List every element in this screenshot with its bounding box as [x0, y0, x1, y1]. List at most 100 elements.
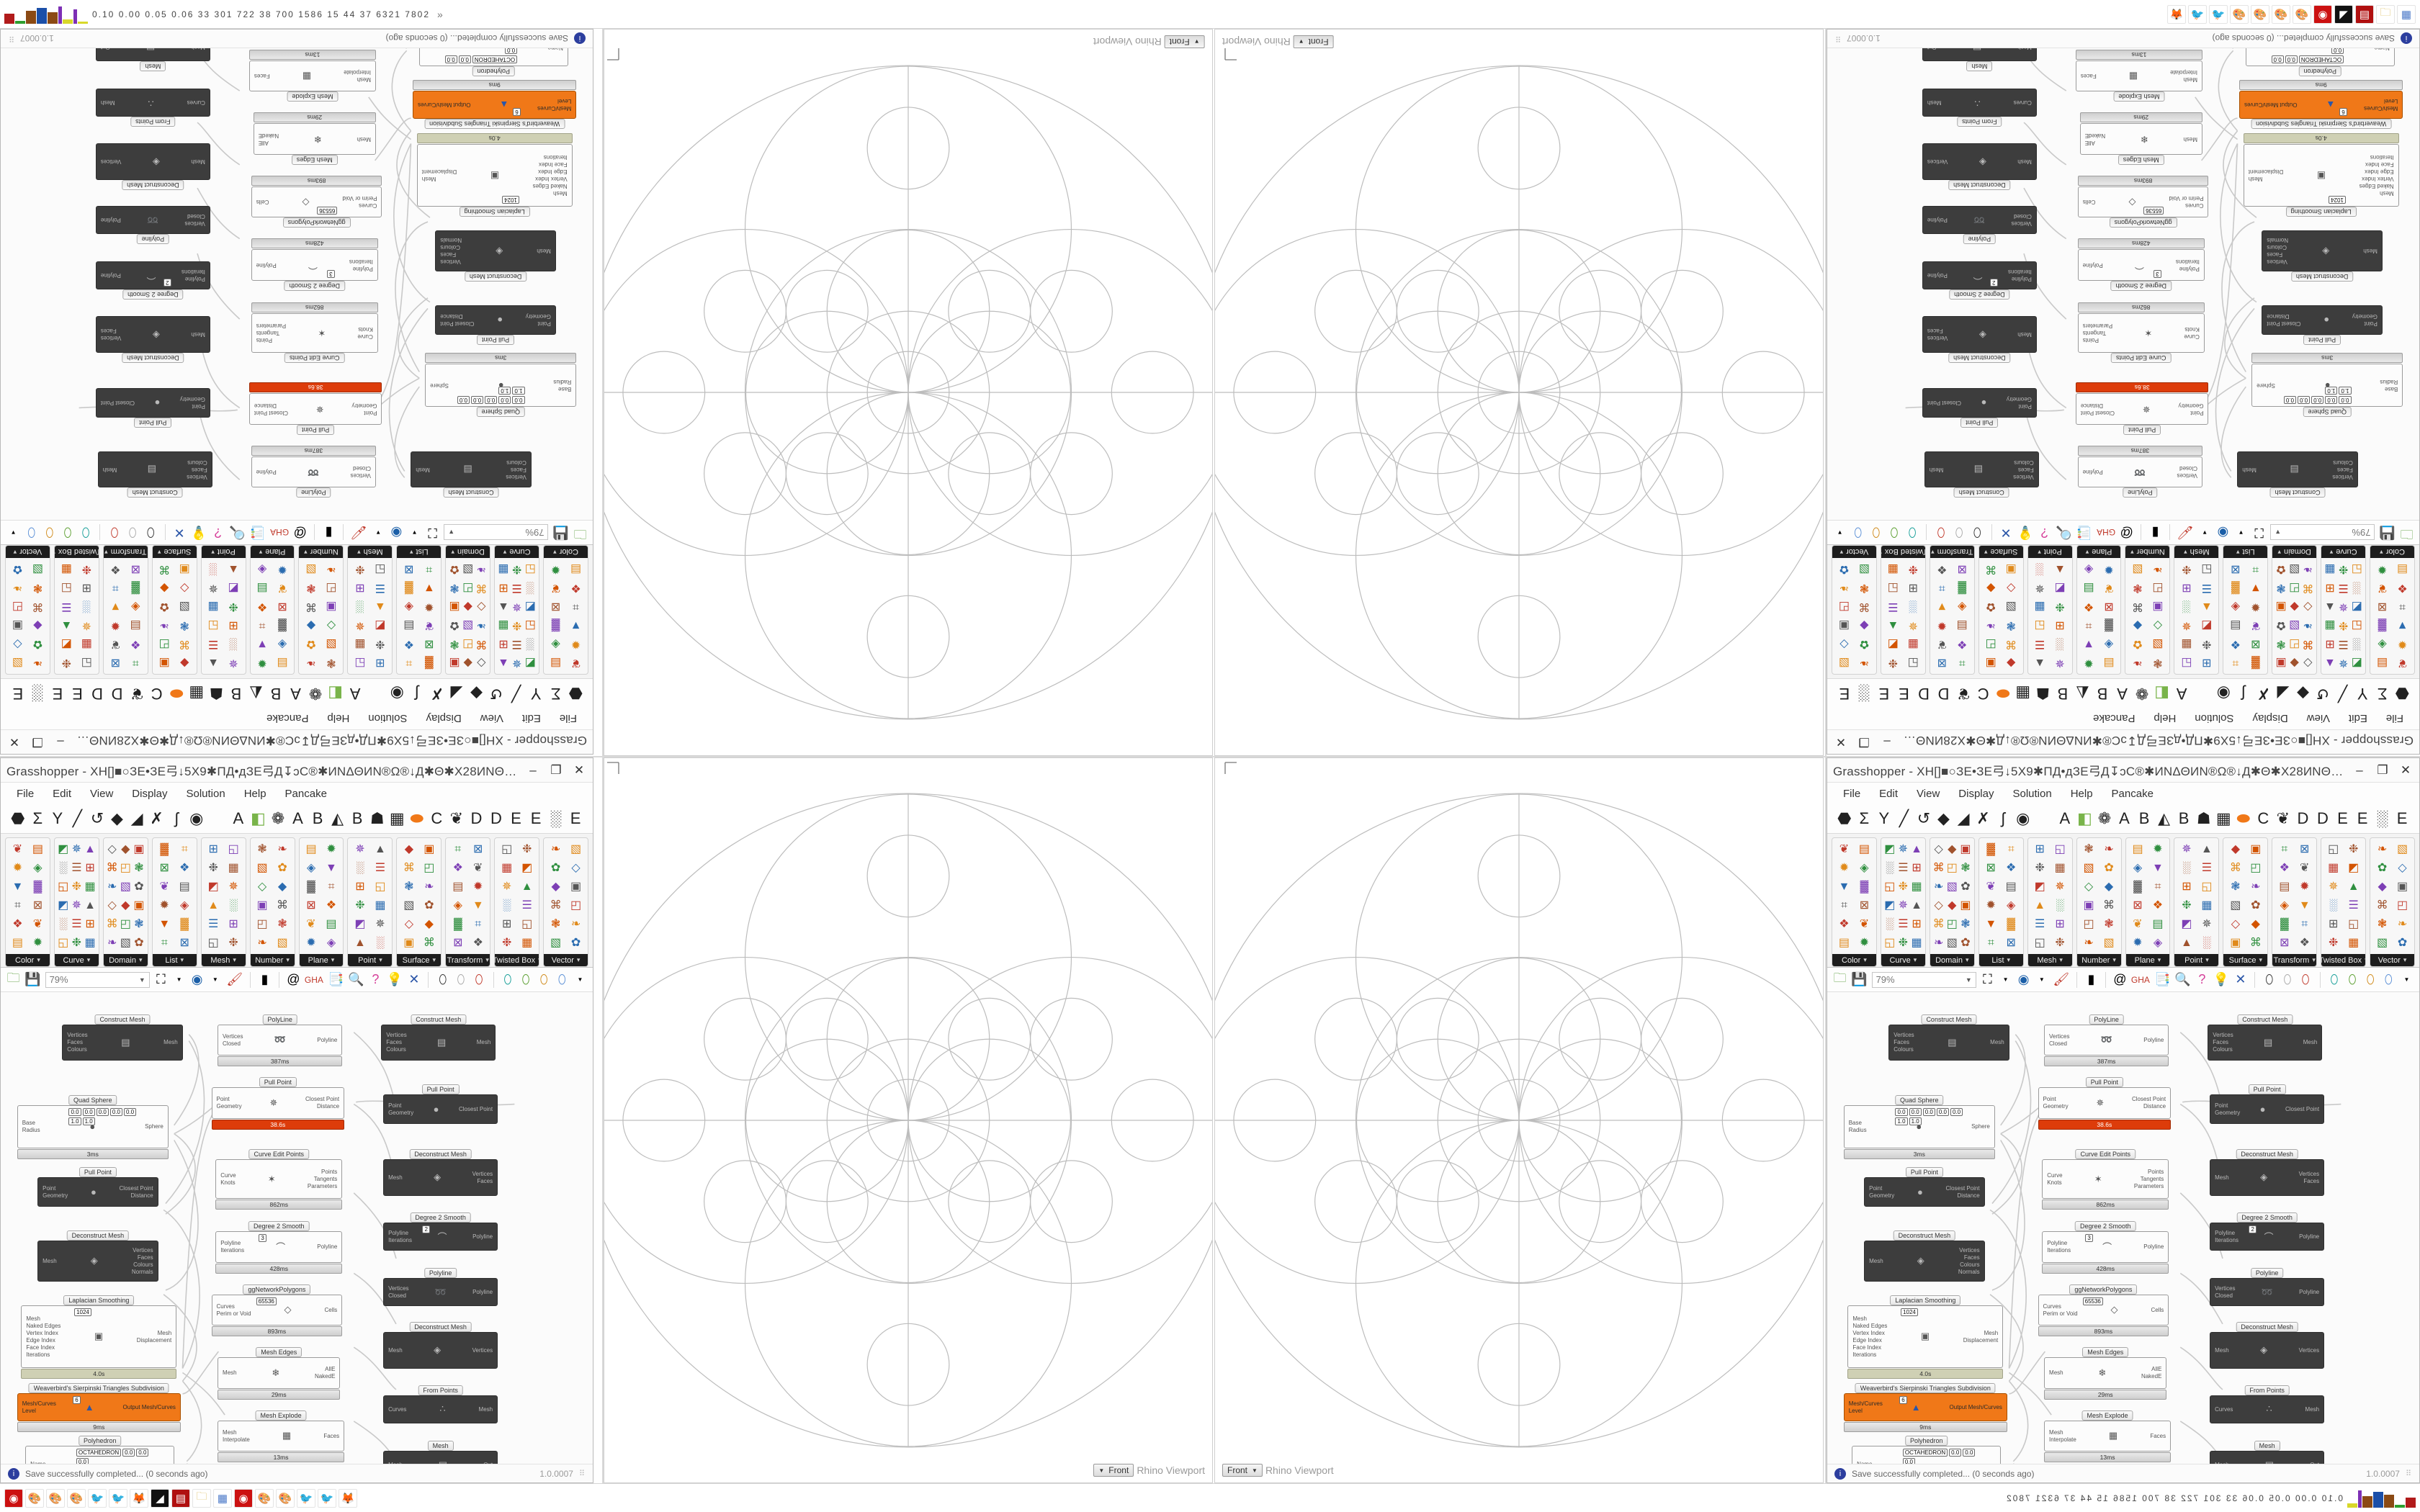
gh-node-caption[interactable]: Mesh Edges: [256, 1347, 302, 1357]
gh-output-port[interactable]: NakedE: [2084, 132, 2106, 139]
ribbon-component-icon[interactable]: ✹: [277, 563, 287, 576]
ribbon-component-icon[interactable]: ❖: [1839, 917, 1850, 930]
gh-node-outputs[interactable]: Closest Point: [459, 1106, 493, 1112]
ribbon-component-icon[interactable]: ⌗: [1958, 657, 1966, 670]
ribbon-component-icon[interactable]: ▓: [453, 917, 462, 930]
ribbon-component-icon[interactable]: ░: [2182, 861, 2191, 874]
ribbon-component-icon[interactable]: ▣: [570, 880, 582, 893]
gh-node[interactable]: Degree 2 Smooth Polyline Iterations ⌒ Polyli…: [383, 1212, 498, 1251]
gh-node-body[interactable]: Mesh ◈ Vertices Faces Colours Normals: [1864, 1240, 1985, 1282]
ribbon-component-icon[interactable]: ⊞: [85, 861, 95, 874]
ribbon-component-icon[interactable]: ⌗: [426, 563, 433, 576]
gh-node-outputs[interactable]: Vertices: [472, 1347, 493, 1354]
ribbon-component-icon[interactable]: ▼: [570, 619, 582, 632]
ribbon-component-icon[interactable]: ◩: [1887, 638, 1899, 651]
gh-value-field[interactable]: 2: [422, 1225, 430, 1233]
gh-node-outputs[interactable]: Polyline: [2299, 1233, 2319, 1240]
maximize-button[interactable]: ❐: [2377, 762, 2388, 777]
eye-icon[interactable]: ◉: [191, 972, 203, 986]
ribbon-component-icon[interactable]: ❦: [306, 917, 316, 930]
ribbon-component-icon[interactable]: ⌘: [305, 600, 317, 613]
gh-node-caption[interactable]: PolyLine: [296, 487, 331, 498]
ribbon-component-icon[interactable]: ◈: [2084, 563, 2094, 576]
ribbon-icon-grid[interactable]: ◱ ❉ ▦ ◩ ✵ ▲ ░ ☰ ⊞ ◱ ❉ ▦: [495, 838, 539, 954]
ribbon-component-icon[interactable]: ▤: [2103, 657, 2115, 670]
ribbon-component-icon[interactable]: ▦: [1911, 936, 1922, 949]
ribbon-component-icon[interactable]: ▧: [403, 899, 415, 912]
ribbon-component-icon[interactable]: ▤: [32, 842, 43, 855]
gh-node[interactable]: Curve Edit Points Curve Knots ✶ Points Tangen…: [251, 302, 378, 363]
gh-node[interactable]: Deconstruct Mesh Mesh ◈ Vertices: [95, 143, 210, 190]
ribbon-component-icon[interactable]: ▲: [207, 657, 220, 670]
ribbon-component-icon[interactable]: ◇: [2007, 582, 2016, 595]
ribbon-tab-curve[interactable]: Curve ▾: [54, 954, 99, 966]
profile-blue-icon[interactable]: ⬯: [1854, 526, 1863, 540]
ribbon-component-icon[interactable]: ⌘: [1932, 861, 1945, 874]
ribbon-icon-grid[interactable]: ❃ ❧ ▧ ✿ ◇ ◆ ▣ ⌘ ◰ ❃ ❧ ▧: [299, 558, 343, 674]
gh-node-outputs[interactable]: Vertices Faces Colours Normals: [1958, 1247, 1980, 1275]
ribbon-component-icon[interactable]: ❃: [257, 842, 267, 855]
gh-input-port[interactable]: Vertices: [2215, 1285, 2236, 1292]
ribbon-component-icon[interactable]: ❃: [2276, 582, 2286, 595]
gh-input-port[interactable]: Iterations: [2175, 258, 2200, 265]
gh-node[interactable]: Deconstruct Mesh Mesh ◈ Vertices Faces Colour…: [435, 230, 556, 282]
ribbon-group-mesh[interactable]: ⊞ ◱ ❉ ▦ ◩ ✵ ▲ ░ ☰ ⊞ ◱ ❉ Mesh ▾: [2174, 545, 2220, 675]
gh-node[interactable]: Deconstruct Mesh Mesh ◈ Vertices: [1922, 143, 2037, 190]
ribbon-component-icon[interactable]: ✵: [228, 657, 238, 670]
ribbon-component-icon[interactable]: ❧: [326, 563, 336, 576]
gh-node-caption[interactable]: Mesh: [2254, 1441, 2280, 1451]
gh-node-outputs[interactable]: Mesh Displacement: [422, 168, 457, 182]
ribbon-component-icon[interactable]: ⊞: [2202, 657, 2212, 670]
ribbon-component-icon[interactable]: ❦: [2377, 582, 2388, 595]
ribbon-component-icon[interactable]: ⌗: [1840, 899, 1847, 912]
gh-input-port[interactable]: Vertices: [67, 1032, 88, 1039]
gh-output-port[interactable]: Points: [256, 336, 272, 343]
ribbon-component-icon[interactable]: ▤: [2132, 842, 2143, 855]
ribbon-component-icon[interactable]: ▲: [228, 563, 239, 576]
gh-node[interactable]: Laplacian Smoothing Mesh Naked Edges Vertex…: [2243, 133, 2399, 217]
gh-value-field[interactable]: 1024: [502, 196, 519, 204]
ribbon-component-icon[interactable]: ▲: [521, 880, 533, 893]
ribbon-component-icon[interactable]: ▧: [256, 861, 268, 874]
profile-teal-icon[interactable]: ⬯: [2330, 972, 2339, 986]
save-icon[interactable]: 💾: [2379, 526, 2396, 540]
paint-bird-icon[interactable]: 🐦: [88, 1488, 107, 1508]
gh-node[interactable]: Mesh Explode Mesh Interpolate ▦ Faces 13ms: [248, 49, 376, 102]
gh-input-port[interactable]: Vertices: [187, 473, 207, 480]
gh-node-outputs[interactable]: Polyline: [256, 469, 277, 475]
menu-item-view[interactable]: View: [2306, 712, 2330, 725]
gh-node-outputs[interactable]: Out: [101, 48, 110, 50]
menu-item-solution[interactable]: Solution: [2012, 787, 2052, 800]
ribbon-component-icon[interactable]: ❖: [256, 600, 268, 613]
ribbon-component-icon[interactable]: ▧: [2377, 936, 2388, 949]
gha-icon[interactable]: GHA: [304, 974, 323, 985]
gh-node-caption[interactable]: Mesh: [140, 61, 166, 71]
gh-input-port[interactable]: Interpolate: [223, 1436, 250, 1443]
ribbon-component-icon[interactable]: ▧: [2397, 842, 2408, 855]
ribbon-component-icon[interactable]: ▼: [326, 861, 337, 874]
ribbon-component-icon[interactable]: ◈: [257, 563, 267, 576]
gh-node[interactable]: Construct Mesh Vertices Faces Colours ▤ Mesh: [97, 451, 212, 498]
gh-node-outputs[interactable]: Polyline: [2083, 262, 2103, 269]
gh-node-body[interactable]: Mesh ◈ Vertices Faces Colours Normals: [2262, 230, 2383, 272]
gh-input-port[interactable]: Mesh: [191, 158, 205, 166]
window-controls[interactable]: – ❐ ✕: [1833, 735, 1895, 750]
ribbon-component-icon[interactable]: ❃: [326, 657, 336, 670]
ribbon-group-number[interactable]: ❃ ❧ ▧ ✿ ◇ ◆ ▣ ⌘ ◰ ❃ ❧ ▧ Number ▾: [2076, 837, 2122, 967]
chevron-down-icon[interactable]: ▾: [37, 956, 40, 963]
category-glyph-r17[interactable]: E: [2396, 809, 2408, 827]
gh-node[interactable]: Degree 2 Smooth Polyline Iterations ⌒ Polyli…: [2042, 1221, 2169, 1274]
window-controls[interactable]: – ❐ ✕: [525, 763, 587, 778]
gh-output-port[interactable]: Out: [101, 48, 110, 50]
chevron-down-icon[interactable]: ▾: [2380, 549, 2383, 556]
ribbon-component-icon[interactable]: ░: [2056, 638, 2064, 651]
gh-input-port[interactable]: Mesh: [191, 331, 205, 338]
gh-node-caption[interactable]: From Points: [130, 117, 176, 127]
chevron-down-icon[interactable]: ▾: [1863, 956, 1867, 963]
ribbon-component-icon[interactable]: ▦: [84, 880, 96, 893]
ribbon-component-icon[interactable]: ❉: [2035, 861, 2045, 874]
gh-input-port[interactable]: Curves: [359, 202, 377, 210]
category-glyph-r4[interactable]: B: [2097, 685, 2108, 703]
gh-input-port[interactable]: Polyline: [220, 1240, 241, 1247]
